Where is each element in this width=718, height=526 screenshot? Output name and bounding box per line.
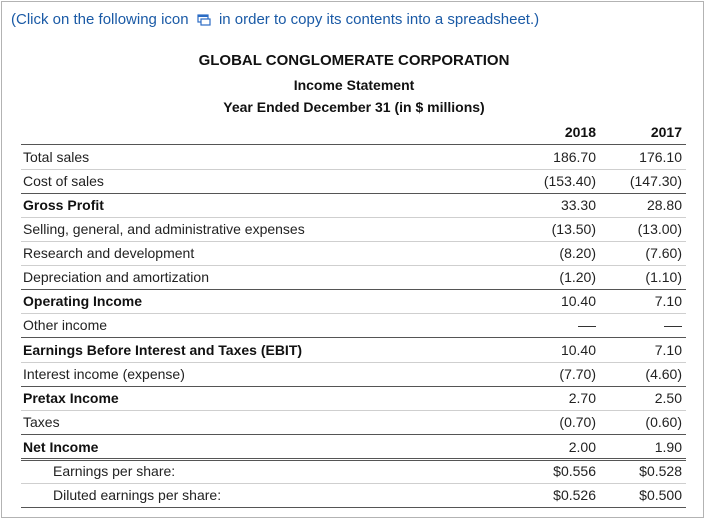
table-row-research-development: Research and development (8.20) (7.60) — [21, 241, 686, 265]
value-2017: (147.30) — [629, 173, 682, 189]
row-label: Research and development — [23, 245, 195, 261]
column-header-2017: 2017 — [650, 124, 682, 140]
header-rule — [21, 144, 686, 145]
row-label: Earnings per share: — [53, 463, 176, 479]
value-2017-empty — [664, 317, 682, 333]
value-2018-empty — [578, 317, 596, 333]
table-row-pretax-income: Pretax Income 2.70 2.50 — [21, 386, 686, 410]
value-2018: (13.50) — [551, 221, 596, 237]
company-name: GLOBAL CONGLOMERATE CORPORATION — [198, 52, 510, 69]
subtotal-rule — [21, 434, 686, 435]
row-label: Pretax Income — [23, 390, 119, 406]
column-header-2018: 2018 — [564, 124, 596, 140]
value-2018: 10.40 — [560, 342, 596, 358]
row-label: Interest income (expense) — [23, 366, 185, 382]
value-2017: 28.80 — [646, 197, 682, 213]
table-row-eps: Earnings per share: $0.556 $0.528 — [21, 459, 686, 483]
table-row-depreciation: Depreciation and amortization (1.20) (1.… — [21, 265, 686, 289]
value-2018: 2.70 — [568, 390, 596, 406]
dash-mark — [664, 325, 682, 327]
instruction-text-before: (Click on the following icon — [11, 11, 189, 28]
row-label: Diluted earnings per share: — [53, 487, 222, 503]
copy-to-spreadsheet-icon[interactable] — [197, 13, 211, 30]
row-divider — [21, 217, 686, 218]
statement-title: Income Statement — [293, 77, 415, 93]
table-row-other-income: Other income — [21, 313, 686, 337]
row-label: Depreciation and amortization — [23, 269, 209, 285]
subtotal-rule — [21, 337, 686, 338]
table-row-ebit: Earnings Before Interest and Taxes (EBIT… — [21, 338, 686, 362]
table-row-gross-profit: Gross Profit 33.30 28.80 — [21, 193, 686, 217]
table-row-total-sales: Total sales 186.70 176.10 — [21, 145, 686, 169]
row-divider — [21, 169, 686, 170]
value-2017: (7.60) — [645, 245, 682, 261]
row-label: Cost of sales — [23, 173, 104, 189]
row-label: Other income — [23, 317, 108, 333]
value-2018: 186.70 — [553, 149, 596, 165]
row-divider — [21, 313, 686, 314]
value-2017: 176.10 — [639, 149, 682, 165]
row-label: Taxes — [23, 414, 60, 430]
row-label: Selling, general, and administrative exp… — [23, 221, 305, 237]
value-2017: (1.10) — [645, 269, 682, 285]
value-2018: (0.70) — [559, 414, 596, 430]
column-header-row: 2018 2017 — [21, 120, 686, 144]
table-row-sga: Selling, general, and administrative exp… — [21, 217, 686, 241]
value-2017: (0.60) — [645, 414, 682, 430]
table-row-net-income: Net Income 2.00 1.90 — [21, 435, 686, 459]
value-2018: (1.20) — [559, 269, 596, 285]
value-2018: 10.40 — [560, 293, 596, 309]
row-divider — [21, 265, 686, 266]
value-2017: (13.00) — [637, 221, 682, 237]
row-divider — [21, 362, 686, 363]
table-row-taxes: Taxes (0.70) (0.60) — [21, 410, 686, 434]
copy-instruction: (Click on the following icon in order to… — [11, 11, 539, 30]
value-2018: 33.30 — [560, 197, 596, 213]
row-label: Total sales — [23, 149, 90, 165]
value-2017: $0.528 — [639, 463, 682, 479]
value-2017: 1.90 — [654, 439, 682, 455]
row-divider — [21, 410, 686, 411]
net-income-double-rule — [21, 458, 686, 461]
table-row-interest: Interest income (expense) (7.70) (4.60) — [21, 362, 686, 386]
value-2017: $0.500 — [639, 487, 682, 503]
row-label: Operating Income — [23, 293, 143, 309]
statement-panel — [1, 1, 704, 518]
value-2017: (4.60) — [645, 366, 682, 382]
subtotal-rule — [21, 193, 686, 194]
dash-mark — [578, 325, 596, 327]
value-2018: 2.00 — [568, 439, 596, 455]
value-2018: (8.20) — [559, 245, 596, 261]
row-label: Gross Profit — [23, 197, 104, 213]
subtotal-rule — [21, 289, 686, 290]
value-2017: 7.10 — [654, 342, 682, 358]
value-2017: 7.10 — [654, 293, 682, 309]
statement-period: Year Ended December 31 (in $ millions) — [223, 99, 485, 115]
value-2018: $0.526 — [553, 487, 596, 503]
table-row-operating-income: Operating Income 10.40 7.10 — [21, 289, 686, 313]
row-label: Earnings Before Interest and Taxes (EBIT… — [23, 342, 303, 358]
row-divider — [21, 241, 686, 242]
row-divider — [21, 483, 686, 484]
table-row-cost-of-sales: Cost of sales (153.40) (147.30) — [21, 169, 686, 193]
value-2018: (7.70) — [559, 366, 596, 382]
row-label: Net Income — [23, 439, 99, 455]
instruction-text-after: in order to copy its contents into a spr… — [218, 11, 540, 28]
table-bottom-rule — [21, 507, 686, 508]
table-row-diluted-eps: Diluted earnings per share: $0.526 $0.50… — [21, 483, 686, 507]
value-2017: 2.50 — [654, 390, 682, 406]
value-2018: $0.556 — [553, 463, 596, 479]
value-2018: (153.40) — [543, 173, 596, 189]
subtotal-rule — [21, 386, 686, 387]
